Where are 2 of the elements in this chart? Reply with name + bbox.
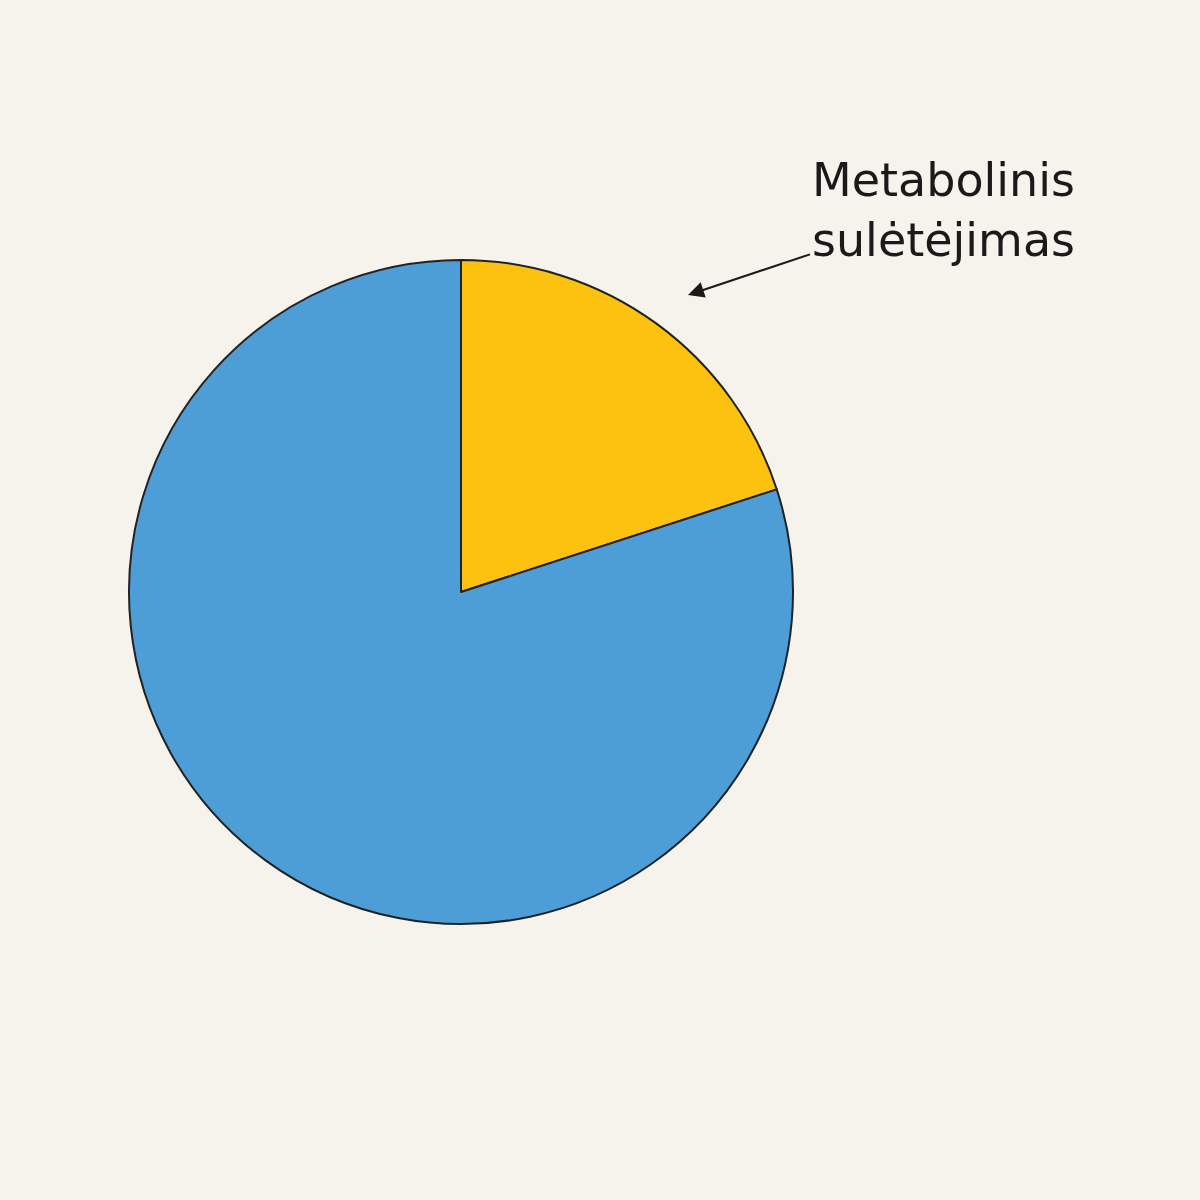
pie-slice	[128, 259, 794, 925]
slice-label: Metabolinis sulėtėjimas	[812, 153, 1076, 267]
